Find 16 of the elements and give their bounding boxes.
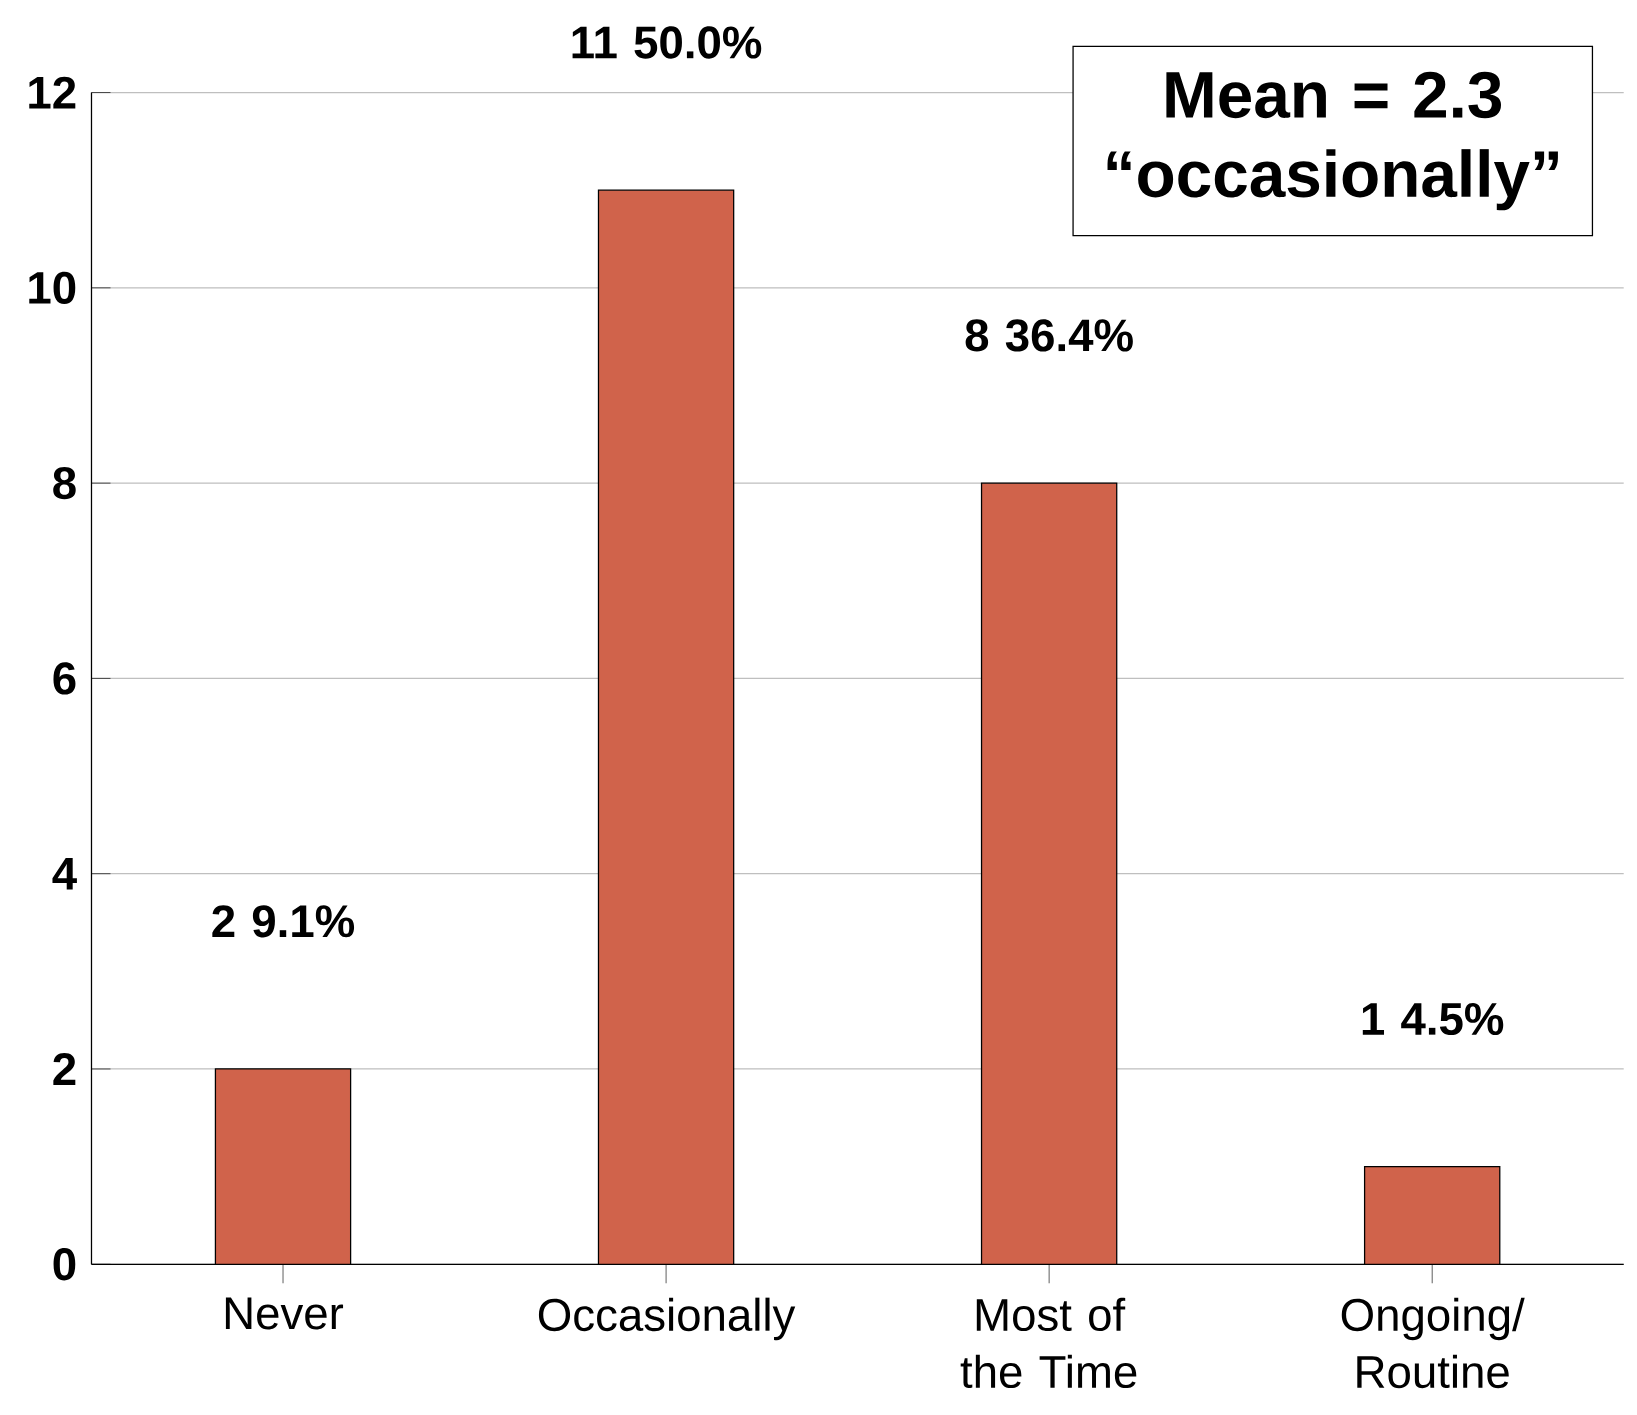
x-tick-label: Never xyxy=(225,1297,344,1330)
x-tick-label: Most of the Time xyxy=(960,1297,1137,1389)
data-label: 8 36.4% xyxy=(965,319,1133,352)
y-tick-label: 10 xyxy=(29,271,76,305)
data-label: 1 4.5% xyxy=(1362,1003,1504,1036)
y-tick-label: 2 xyxy=(53,1053,76,1086)
x-tick-label: Ongoing/ Routine xyxy=(1341,1297,1525,1389)
x-tick-label: Occasionally xyxy=(538,1297,796,1341)
data-label: 2 9.1% xyxy=(212,905,355,938)
annotation: Mean = 2.3 “occasionally” xyxy=(1107,71,1558,211)
y-tick-label: 0 xyxy=(53,1248,76,1281)
y-tick-label: 8 xyxy=(53,467,76,500)
y-tick-label: 12 xyxy=(29,76,76,109)
y-tick-label: 4 xyxy=(52,858,77,890)
y-tick-label: 6 xyxy=(53,662,76,695)
data-label: 11 50.0% xyxy=(572,26,762,59)
